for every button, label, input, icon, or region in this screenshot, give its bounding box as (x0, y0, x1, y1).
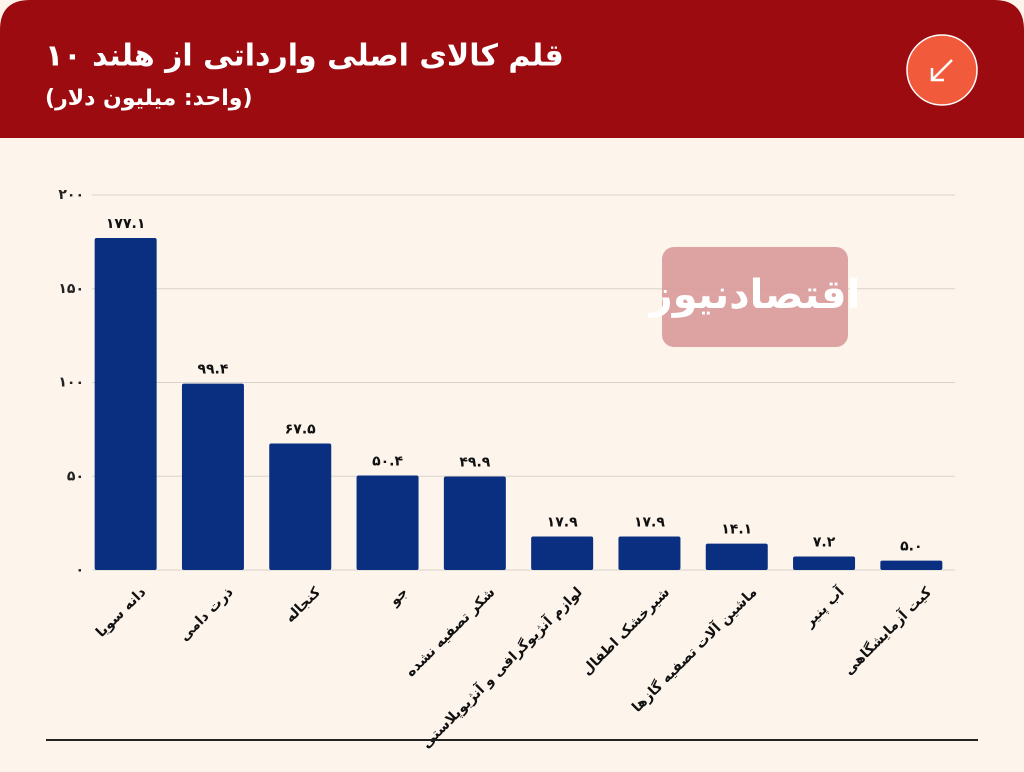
value-label: ۴۹.۹ (459, 454, 490, 470)
y-tick-label: ۰ (75, 562, 84, 578)
value-label: ۶۷.۵ (285, 421, 316, 437)
watermark: اقتصادنیوز (648, 272, 861, 318)
y-tick-label: ۱۰۰ (58, 375, 84, 391)
value-label: ۱۷.۹ (634, 514, 665, 530)
y-tick-label: ۵۰ (67, 468, 84, 484)
value-label: ۱۷۷.۱ (106, 216, 146, 232)
bar (269, 443, 332, 570)
bar (705, 543, 768, 570)
header-band (0, 0, 1024, 138)
value-label: ۱۷.۹ (547, 514, 578, 530)
bar (793, 556, 856, 570)
value-label: ۷.۲ (813, 535, 836, 551)
bar (618, 536, 681, 570)
bar (356, 475, 419, 570)
watermark-box (662, 247, 848, 347)
bar (880, 560, 943, 570)
chart-subtitle: (واحد: میلیون دلار) (45, 86, 253, 111)
icon-arrow (930, 59, 953, 82)
y-tick-label: ۱۵۰ (58, 281, 84, 297)
bar (181, 383, 244, 570)
value-label: ۱۴.۱ (721, 522, 752, 538)
chart-title: ۱۰ قلم کالای اصلی وارداتی از هلند (45, 39, 564, 74)
value-label: ۵.۰ (900, 539, 922, 555)
value-label: ۹۹.۴ (197, 362, 228, 378)
bar (443, 476, 506, 570)
y-tick-label: ۲۰۰ (58, 187, 84, 203)
bar (531, 536, 594, 570)
bar (94, 237, 157, 570)
value-label: ۵۰.۴ (372, 454, 403, 470)
